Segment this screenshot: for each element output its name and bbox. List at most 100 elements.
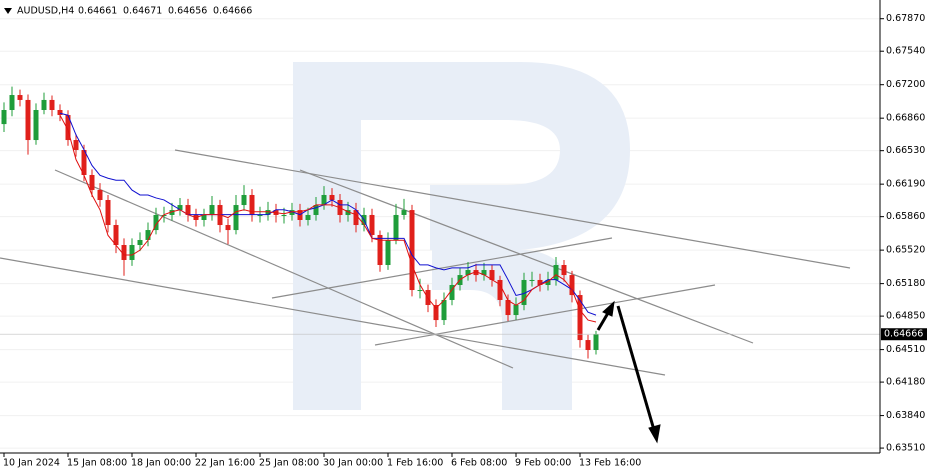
candle-body: [545, 279, 551, 285]
labels: 0.64661 0.64671 0.64656 0.64666 0.67870 0.675…: [3, 6, 927, 469]
x-tick-label: 6 Feb 08:00: [451, 458, 507, 469]
candle-body: [489, 270, 495, 280]
candle-body: [201, 214, 207, 221]
candle-body: [73, 140, 79, 150]
candle-body: [521, 279, 527, 305]
menu-icon: [4, 8, 12, 14]
arrowhead: [648, 424, 661, 444]
watermark: [293, 62, 630, 410]
forecast-arrows: [596, 300, 661, 444]
candle-body: [241, 194, 247, 206]
candle-body: [249, 194, 255, 215]
candle-body: [41, 99, 47, 111]
symbol: AUDUSD,H4: [17, 6, 74, 17]
plot: [0, 86, 880, 359]
candle-body: [265, 210, 271, 215]
x-tick-label: 18 Jan 00:00: [131, 458, 191, 469]
watermark-bowl: [293, 62, 630, 250]
candle-body: [409, 210, 415, 291]
candle-body: [169, 210, 175, 215]
candle-body: [377, 234, 383, 266]
candle-body: [25, 99, 31, 141]
candle-body: [17, 95, 23, 100]
x-tick-label: 15 Jan 08:00: [67, 458, 127, 469]
candle-body: [145, 230, 151, 240]
x-tick-label: 30 Jan 00:00: [323, 458, 383, 469]
candle-body: [441, 299, 447, 321]
candle-body: [593, 334, 599, 350]
candle-body: [321, 194, 327, 206]
trend-lines: [0, 149, 851, 376]
y-tick-label: 0.67540: [886, 46, 925, 57]
candle-body: [153, 214, 159, 231]
arrowhead: [602, 300, 615, 317]
y-tick-label: 0.64180: [886, 377, 925, 388]
indicator-line: [59, 112, 597, 316]
arrow-down: [616, 305, 656, 431]
x-tick-label: 9 Feb 00:00: [515, 458, 571, 469]
y-tick-label: 0.66860: [886, 113, 925, 124]
candle-body: [433, 304, 439, 321]
y-tick-label: 0.63840: [886, 410, 925, 421]
candle-body: [9, 95, 15, 111]
candle-body: [529, 279, 535, 281]
last-price-box: [881, 328, 927, 341]
candle-body: [57, 110, 63, 116]
candle-body: [585, 340, 591, 350]
candle-body: [185, 205, 191, 215]
candle-body: [513, 304, 519, 316]
candle-body: [121, 245, 127, 260]
y-tick-label: 0.65180: [886, 278, 925, 289]
candle-body: [481, 270, 487, 276]
trend-line: [374, 284, 716, 346]
candle-body: [401, 210, 407, 215]
candle-body: [385, 239, 391, 266]
candle-body: [81, 149, 87, 175]
x-tick-label: 1 Feb 16:00: [387, 458, 443, 469]
y-tick-label: 0.64510: [886, 344, 925, 355]
y-tick-label: 0.64850: [886, 311, 925, 322]
y-tick-label: 0.63510: [886, 443, 925, 454]
last-price-label: 0.64666: [884, 329, 923, 340]
candle-body: [49, 99, 55, 111]
candle-body: [569, 275, 575, 296]
x-tick-label: 10 Jan 2024: [3, 458, 60, 469]
candle-body: [473, 270, 479, 276]
candle-body: [449, 284, 455, 300]
x-tick-label: 13 Feb 16:00: [579, 458, 641, 469]
candle-body: [233, 205, 239, 231]
trend-line: [271, 237, 613, 299]
candle-body: [113, 225, 119, 246]
candle-body: [497, 279, 503, 300]
candle-body: [465, 270, 471, 276]
candle-body: [89, 174, 95, 190]
candle-body: [369, 214, 375, 235]
candle-body: [577, 295, 583, 341]
y-tick-label: 0.65520: [886, 245, 925, 256]
candle-body: [537, 279, 543, 285]
candle-body: [281, 214, 287, 216]
candle-body: [177, 205, 183, 211]
candle-body: [313, 205, 319, 215]
candle-body: [65, 115, 71, 141]
candle-body: [289, 210, 295, 215]
y-tick-label: 0.65860: [886, 211, 925, 222]
y-tick-label: 0.67200: [886, 79, 925, 90]
trend-line: [0, 257, 666, 376]
y-tick-label: 0.67870: [886, 13, 925, 24]
candle-body: [209, 205, 215, 215]
header-value: 0.64666: [213, 6, 252, 17]
header-value: 0.64656: [168, 6, 207, 17]
candle-body: [417, 290, 423, 292]
candle-body: [505, 299, 511, 316]
candle-body: [257, 214, 263, 216]
watermark-leg: [432, 250, 600, 410]
candle-body: [137, 239, 143, 246]
candle-body: [97, 189, 103, 201]
x-tick-label: 22 Jan 16:00: [195, 458, 255, 469]
x-tick-label: 25 Jan 08:00: [259, 458, 319, 469]
candle-body: [393, 214, 399, 240]
header-value: 0.64661: [78, 6, 117, 17]
y-tick-label: 0.66190: [886, 179, 925, 190]
